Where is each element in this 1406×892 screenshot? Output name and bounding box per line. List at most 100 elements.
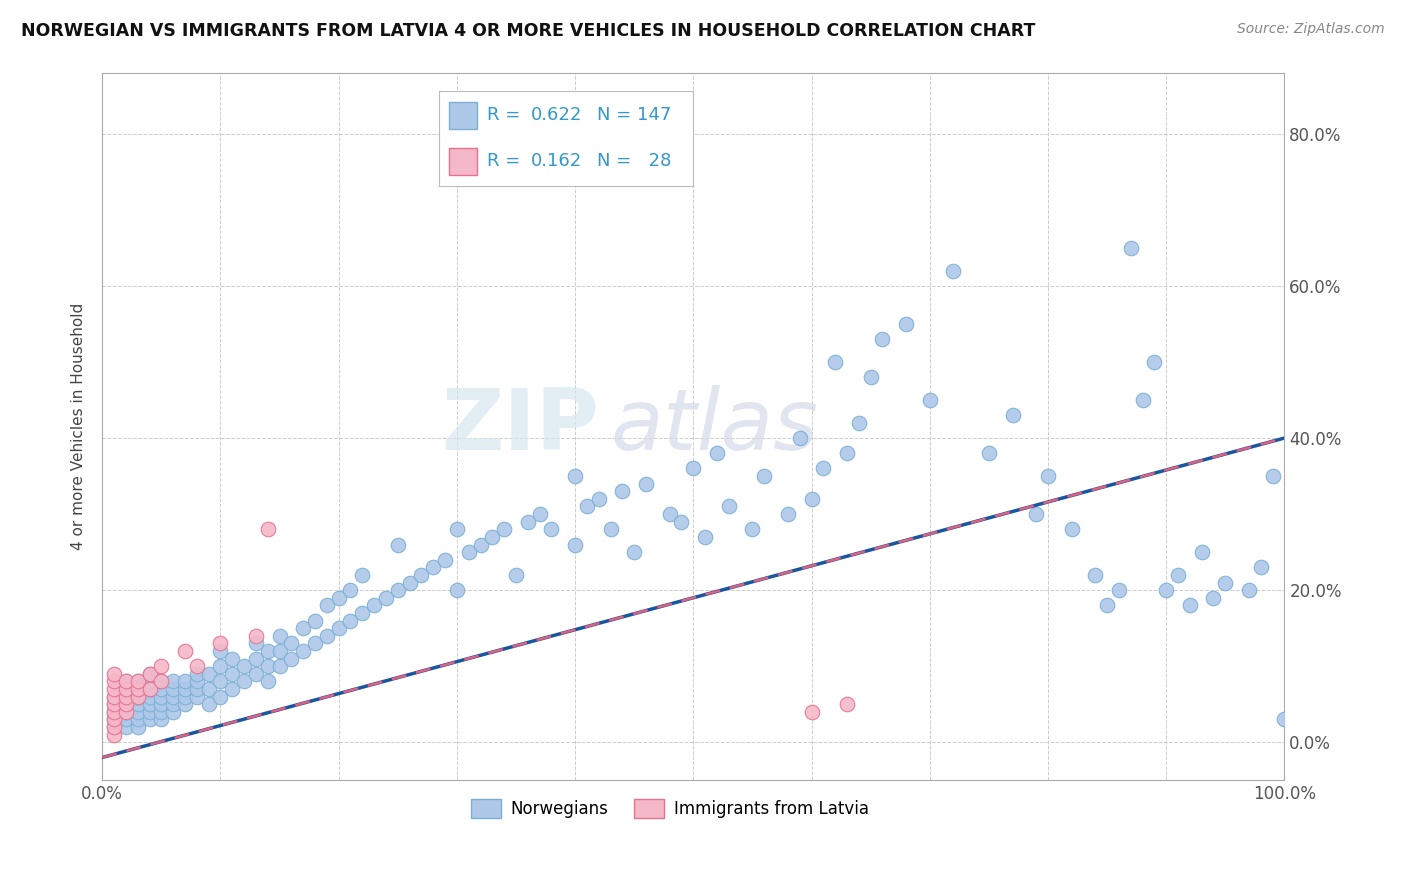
- Point: [245, 636, 267, 650]
- Point: [1261, 469, 1284, 483]
- Point: [540, 522, 562, 536]
- Point: [197, 681, 219, 696]
- Point: [634, 476, 657, 491]
- Point: [575, 500, 598, 514]
- Point: [127, 681, 149, 696]
- Point: [1213, 575, 1236, 590]
- Point: [1191, 545, 1213, 559]
- Point: [209, 674, 232, 689]
- Point: [280, 636, 302, 650]
- Point: [103, 666, 125, 681]
- Point: [162, 681, 184, 696]
- Point: [127, 681, 149, 696]
- Point: [209, 659, 232, 673]
- Point: [564, 469, 586, 483]
- Point: [315, 629, 337, 643]
- Point: [789, 431, 811, 445]
- Point: [115, 720, 138, 734]
- Point: [150, 674, 173, 689]
- Point: [1143, 355, 1166, 369]
- Point: [387, 537, 409, 551]
- Point: [115, 705, 138, 719]
- Point: [363, 599, 385, 613]
- Point: [150, 713, 173, 727]
- Point: [1108, 583, 1130, 598]
- Point: [387, 583, 409, 598]
- Point: [138, 698, 160, 712]
- Point: [824, 355, 846, 369]
- Point: [918, 392, 941, 407]
- Text: ZIP: ZIP: [441, 385, 599, 468]
- Point: [280, 651, 302, 665]
- Point: [150, 659, 173, 673]
- Point: [1202, 591, 1225, 605]
- Point: [1274, 713, 1296, 727]
- Point: [103, 698, 125, 712]
- Point: [292, 621, 315, 635]
- Point: [186, 666, 208, 681]
- Point: [115, 681, 138, 696]
- Point: [245, 651, 267, 665]
- Point: [623, 545, 645, 559]
- Point: [186, 674, 208, 689]
- Point: [103, 690, 125, 704]
- Point: [411, 568, 433, 582]
- Point: [422, 560, 444, 574]
- Point: [103, 720, 125, 734]
- Point: [174, 681, 197, 696]
- Point: [138, 681, 160, 696]
- Point: [127, 674, 149, 689]
- Point: [115, 698, 138, 712]
- Text: Source: ZipAtlas.com: Source: ZipAtlas.com: [1237, 22, 1385, 37]
- Point: [138, 681, 160, 696]
- Point: [115, 690, 138, 704]
- Point: [174, 674, 197, 689]
- Point: [328, 591, 350, 605]
- Point: [304, 636, 326, 650]
- Point: [398, 575, 420, 590]
- Point: [315, 599, 337, 613]
- Point: [127, 690, 149, 704]
- Point: [127, 705, 149, 719]
- Point: [706, 446, 728, 460]
- Point: [186, 659, 208, 673]
- Point: [470, 537, 492, 551]
- Point: [800, 705, 823, 719]
- Point: [256, 674, 278, 689]
- Point: [529, 507, 551, 521]
- Point: [835, 698, 858, 712]
- Point: [848, 416, 870, 430]
- Point: [221, 681, 243, 696]
- Point: [269, 644, 291, 658]
- Point: [162, 705, 184, 719]
- Point: [115, 674, 138, 689]
- Point: [695, 530, 717, 544]
- Point: [1060, 522, 1083, 536]
- Point: [103, 681, 125, 696]
- Point: [103, 705, 125, 719]
- Point: [800, 491, 823, 506]
- Point: [446, 583, 468, 598]
- Point: [127, 690, 149, 704]
- Point: [256, 644, 278, 658]
- Point: [588, 491, 610, 506]
- Text: NORWEGIAN VS IMMIGRANTS FROM LATVIA 4 OR MORE VEHICLES IN HOUSEHOLD CORRELATION : NORWEGIAN VS IMMIGRANTS FROM LATVIA 4 OR…: [21, 22, 1035, 40]
- Point: [103, 713, 125, 727]
- Point: [127, 720, 149, 734]
- Point: [942, 264, 965, 278]
- Point: [103, 698, 125, 712]
- Point: [150, 681, 173, 696]
- Point: [138, 705, 160, 719]
- Point: [1095, 599, 1118, 613]
- Y-axis label: 4 or more Vehicles in Household: 4 or more Vehicles in Household: [72, 303, 86, 550]
- Point: [174, 698, 197, 712]
- Point: [186, 690, 208, 704]
- Point: [103, 720, 125, 734]
- Point: [1178, 599, 1201, 613]
- Point: [115, 681, 138, 696]
- Point: [209, 644, 232, 658]
- Point: [174, 644, 197, 658]
- Point: [328, 621, 350, 635]
- Point: [1167, 568, 1189, 582]
- Point: [162, 690, 184, 704]
